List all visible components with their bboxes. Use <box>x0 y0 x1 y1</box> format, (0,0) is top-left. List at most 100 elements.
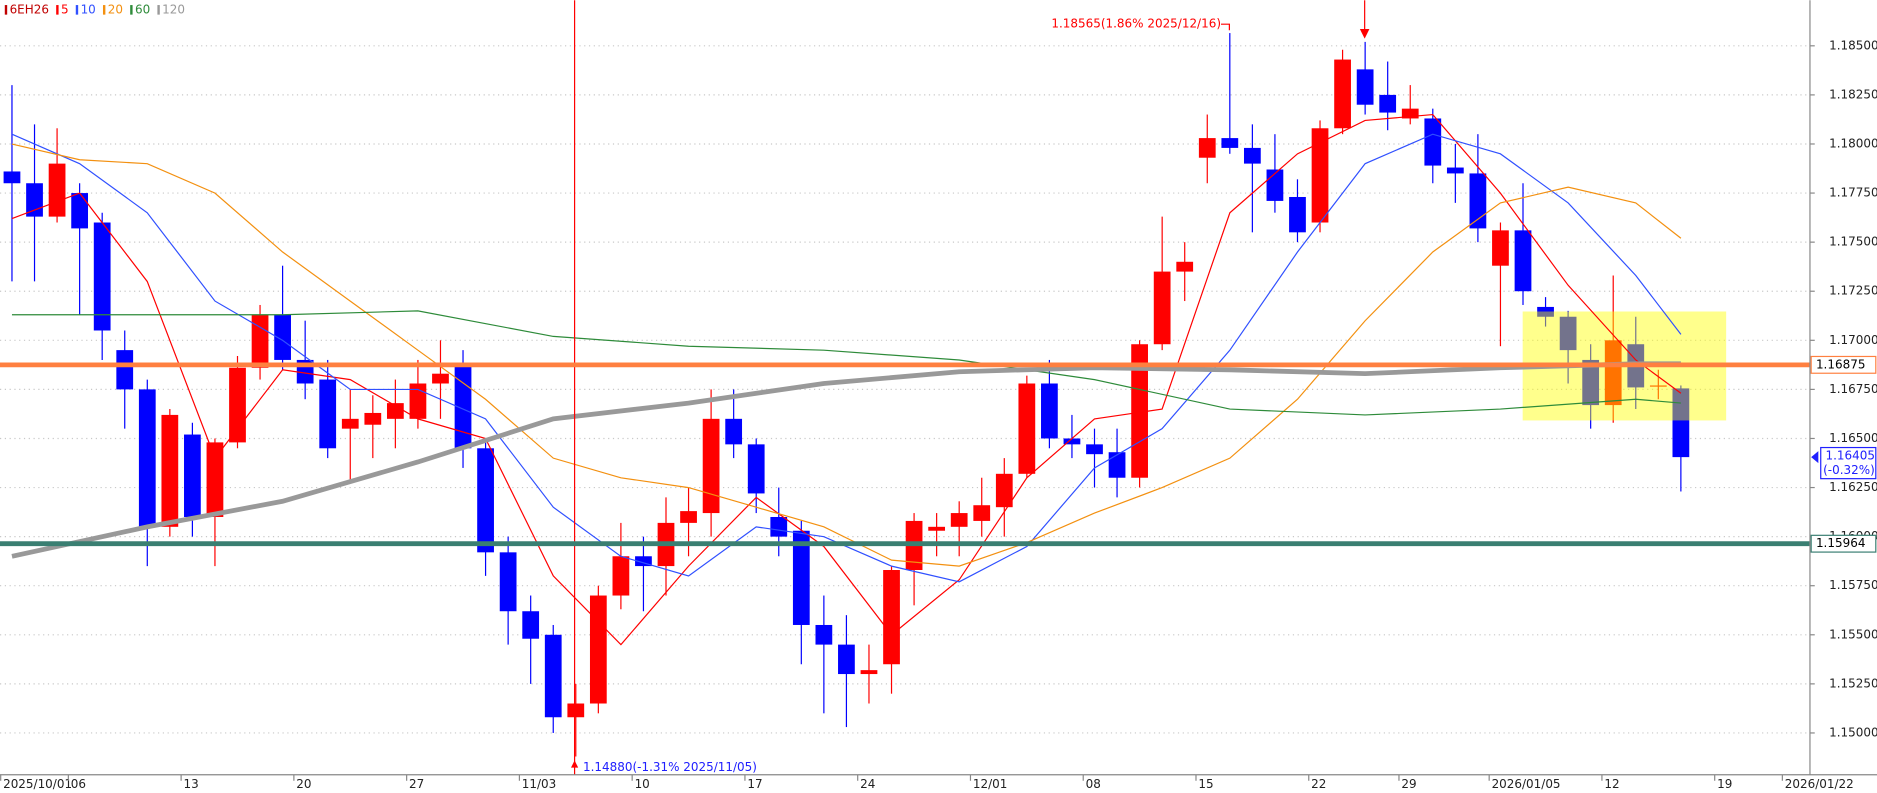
candle-body <box>544 634 562 718</box>
y-tick-label: 1.18250 <box>1829 87 1877 101</box>
candle-body <box>1221 138 1239 148</box>
last-price: 1.16405 <box>1826 448 1876 462</box>
candle-body <box>409 383 427 419</box>
last-change: (-0.32%) <box>1823 463 1875 477</box>
candle-body <box>950 513 968 527</box>
candle-body <box>792 530 810 625</box>
y-tick-label: 1.15750 <box>1829 578 1877 592</box>
y-tick-label: 1.18000 <box>1829 136 1877 150</box>
candle-body <box>1559 316 1577 351</box>
candle-body <box>815 624 833 645</box>
candle-body <box>1041 383 1058 439</box>
candle-body <box>567 703 585 718</box>
candle-body <box>341 418 359 429</box>
candle-body <box>1514 230 1532 292</box>
candle-body <box>1649 385 1667 387</box>
candle-body <box>1537 306 1554 317</box>
legend-label: 6EH26 <box>10 2 49 16</box>
candle-body <box>48 163 66 217</box>
x-tick-label: 19 <box>1717 777 1732 791</box>
candle-body <box>680 511 697 523</box>
candle-body <box>860 670 878 675</box>
candle-body <box>1311 128 1329 223</box>
x-tick-label: 20 <box>296 777 311 791</box>
candle-body <box>1401 108 1419 119</box>
candle-body <box>116 350 134 390</box>
x-tick-label: 24 <box>860 777 875 791</box>
overlays: 1.16875 1.15964 1.16405(-0.32%) <box>0 355 1877 553</box>
legend-label: 20 <box>108 2 123 16</box>
candle-body <box>319 379 337 449</box>
candle-body <box>1424 118 1442 166</box>
y-tick-label: 1.15000 <box>1829 725 1877 739</box>
candle-body <box>1018 383 1036 474</box>
candle-body <box>1108 452 1126 478</box>
candle-body <box>206 442 224 517</box>
y-tick-label: 1.15500 <box>1829 627 1877 641</box>
moving-average-line <box>11 113 1682 646</box>
x-tick-label: 22 <box>1311 777 1326 791</box>
candle-body <box>184 434 201 517</box>
candle-body <box>1672 388 1690 458</box>
x-tick-label: 13 <box>184 777 199 791</box>
candle-body <box>995 473 1013 508</box>
moving-average-line <box>11 133 1682 583</box>
candle-body <box>1469 173 1487 229</box>
candle-body <box>499 552 517 612</box>
last-price-pointer <box>1811 451 1819 464</box>
high-annotation: 1.18565(1.86% 2025/12/16) <box>1051 17 1221 31</box>
x-tick-label: 15 <box>1198 777 1213 791</box>
candle-body <box>1604 340 1622 406</box>
moving-average-line <box>11 310 1681 416</box>
annotation-leader <box>1221 23 1230 31</box>
candle-body <box>702 418 720 514</box>
x-tick-label: 2026/01/22 <box>1785 777 1854 791</box>
y-tick-label: 1.16750 <box>1829 382 1877 396</box>
legend-label: 60 <box>135 2 150 16</box>
legend-swatch <box>4 5 8 15</box>
x-tick-label: 10 <box>635 777 650 791</box>
candle-body <box>1379 94 1397 113</box>
x-tick-label: 06 <box>71 777 86 791</box>
x-tick-label: 08 <box>1086 777 1101 791</box>
x-tick-label: 17 <box>747 777 762 791</box>
candle-body <box>1176 261 1194 272</box>
x-tick-label: 29 <box>1401 777 1416 791</box>
candle-body <box>725 418 743 445</box>
candle-body <box>928 526 946 531</box>
y-tick-label: 1.17750 <box>1829 186 1877 200</box>
line-label-box <box>1810 355 1877 374</box>
candle-body <box>1243 147 1261 164</box>
candle-body <box>1356 69 1374 105</box>
candle-body <box>1086 444 1103 455</box>
candle-body <box>1334 59 1351 129</box>
low-marker <box>571 760 579 768</box>
candle-body <box>3 171 21 184</box>
candle-body <box>522 611 540 639</box>
candle-body <box>1289 196 1306 233</box>
legend-swatch <box>75 5 79 15</box>
moving-average-line <box>11 361 1681 559</box>
legend-swatch <box>130 5 133 15</box>
legend-swatch <box>56 5 59 15</box>
candle-body <box>589 595 607 704</box>
x-tick-label: 12 <box>1604 777 1619 791</box>
candle-body <box>251 314 269 368</box>
candle-body <box>973 505 991 521</box>
legend-label: 5 <box>61 2 69 16</box>
legend-swatch <box>157 5 160 15</box>
marker-arrow-head <box>1359 29 1370 39</box>
candle-body <box>838 644 855 675</box>
candle-body <box>1446 167 1464 174</box>
legend: 6EH26 5 10 20 60 120 <box>4 2 185 16</box>
line-label-box <box>1810 534 1877 553</box>
candle-body <box>26 183 43 217</box>
candle-body <box>71 193 89 229</box>
legend-label: 120 <box>162 2 185 16</box>
candle-body <box>229 367 246 443</box>
x-tick-label: 11/03 <box>522 777 557 791</box>
candle-body <box>432 373 449 384</box>
